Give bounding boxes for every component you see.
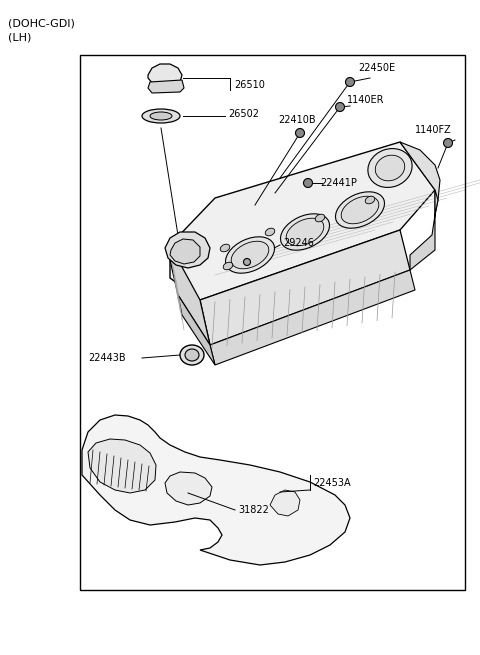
Ellipse shape — [150, 112, 172, 120]
Polygon shape — [165, 472, 212, 505]
Text: 22410B: 22410B — [278, 115, 316, 125]
Ellipse shape — [336, 192, 384, 228]
Polygon shape — [200, 230, 410, 345]
Polygon shape — [170, 142, 435, 300]
Ellipse shape — [223, 262, 233, 270]
Ellipse shape — [280, 214, 329, 250]
Text: 22441P: 22441P — [320, 178, 357, 188]
Ellipse shape — [185, 349, 199, 361]
Ellipse shape — [444, 138, 453, 147]
Ellipse shape — [346, 77, 355, 86]
Ellipse shape — [226, 237, 275, 273]
Ellipse shape — [365, 196, 375, 204]
Text: 31822: 31822 — [238, 505, 269, 515]
Polygon shape — [170, 245, 210, 345]
Ellipse shape — [265, 228, 275, 236]
Polygon shape — [88, 439, 156, 493]
Text: 29246: 29246 — [283, 238, 314, 248]
Polygon shape — [270, 490, 300, 516]
Ellipse shape — [142, 109, 180, 123]
Ellipse shape — [341, 196, 379, 224]
Bar — [80, 55, 465, 590]
Ellipse shape — [231, 241, 269, 269]
Text: 22453A: 22453A — [313, 478, 350, 488]
Text: 1140FZ: 1140FZ — [415, 125, 452, 135]
Ellipse shape — [303, 179, 312, 187]
Polygon shape — [82, 415, 350, 565]
Text: (DOHC-GDI): (DOHC-GDI) — [8, 18, 75, 28]
Polygon shape — [210, 270, 415, 365]
Polygon shape — [165, 232, 210, 268]
Text: 22450E: 22450E — [358, 63, 395, 73]
Polygon shape — [148, 80, 184, 93]
Text: 22443B: 22443B — [88, 353, 126, 363]
Ellipse shape — [315, 214, 325, 222]
Text: 26502: 26502 — [228, 109, 259, 119]
Ellipse shape — [296, 128, 304, 138]
Polygon shape — [400, 142, 440, 215]
Text: (LH): (LH) — [8, 32, 31, 42]
Polygon shape — [410, 190, 438, 270]
Polygon shape — [178, 295, 215, 365]
Text: 26510: 26510 — [234, 80, 265, 90]
Polygon shape — [148, 64, 182, 88]
Ellipse shape — [180, 345, 204, 365]
Ellipse shape — [375, 155, 405, 181]
Text: 1140ER: 1140ER — [347, 95, 384, 105]
Polygon shape — [170, 239, 200, 264]
Ellipse shape — [220, 244, 230, 252]
Ellipse shape — [286, 218, 324, 246]
Ellipse shape — [368, 149, 412, 187]
Ellipse shape — [243, 259, 251, 265]
Ellipse shape — [336, 102, 345, 111]
